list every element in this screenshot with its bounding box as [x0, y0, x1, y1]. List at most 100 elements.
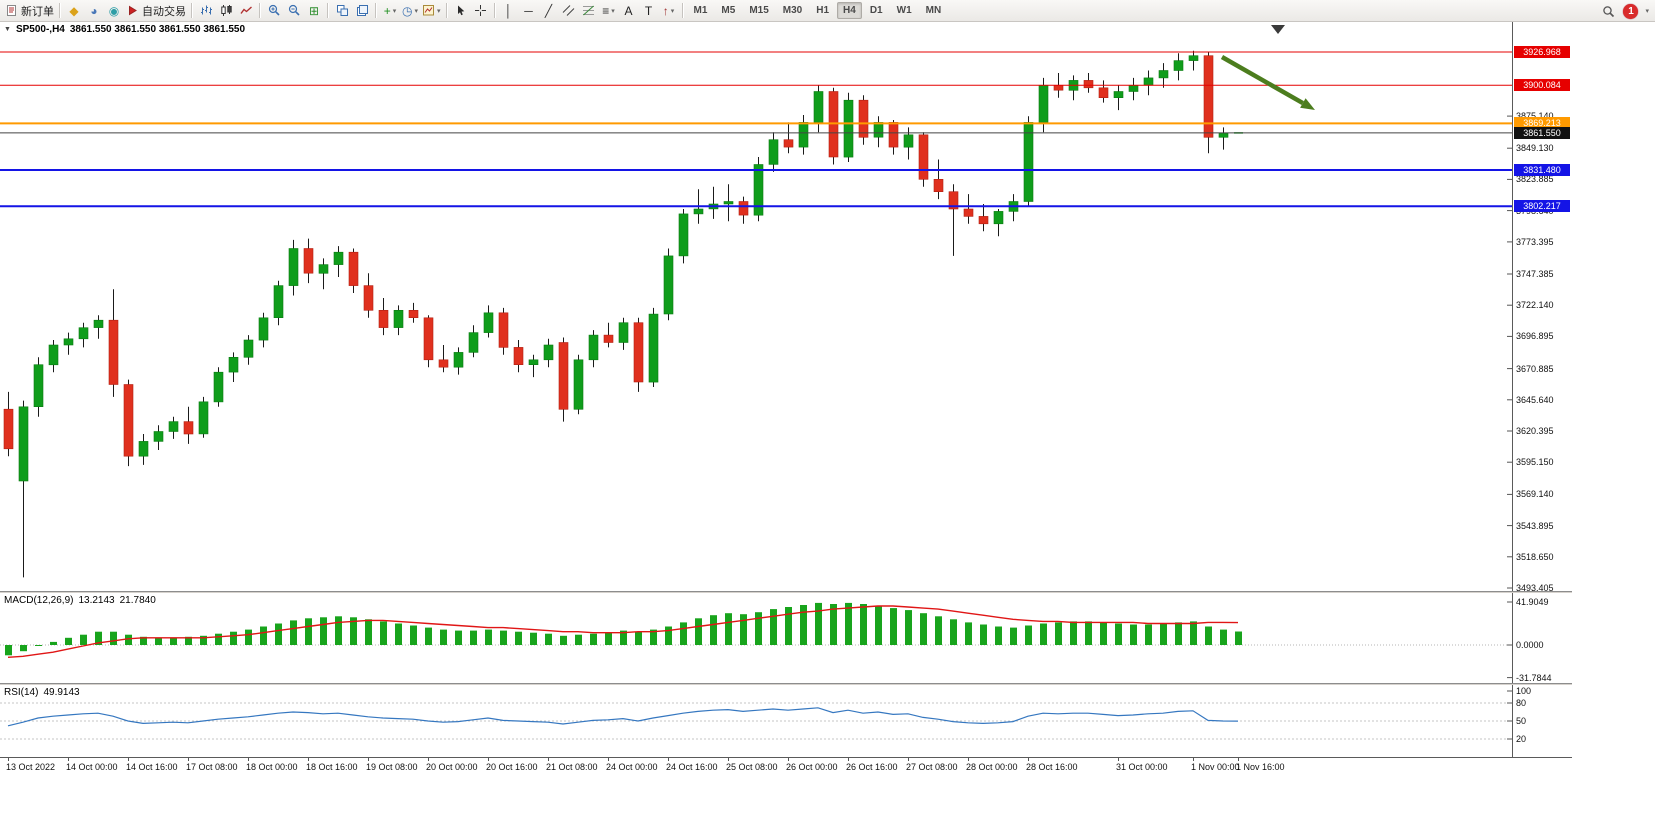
crosshair-icon[interactable]	[471, 1, 491, 21]
time-axis-label: 18 Oct 16:00	[306, 762, 358, 772]
bull-candle	[723, 201, 734, 205]
timeframe-h1-button[interactable]: H1	[816, 5, 830, 16]
zoom-out-icon[interactable]	[284, 1, 304, 21]
price-chart-canvas[interactable]	[0, 22, 1512, 591]
main-chart-panel[interactable]: ▼ SP500-,H4 3861.550 3861.550 3861.550 3…	[0, 22, 1512, 591]
search-icon[interactable]	[1598, 1, 1618, 21]
new-chart-button[interactable]: + ▾	[380, 1, 400, 21]
macd-histogram-bar	[140, 636, 147, 645]
macd-histogram-bar	[830, 604, 837, 645]
fibonacci-icon[interactable]	[579, 1, 599, 21]
periods-button-glyph: ◷	[402, 3, 413, 18]
rsi-axis[interactable]: 100 80 50 20	[1513, 685, 1572, 757]
arrange-windows-icon-glyph	[336, 5, 348, 16]
rsi-tick-label: 100	[1516, 686, 1532, 696]
line-chart-icon-glyph	[239, 6, 252, 14]
toolbar-separator	[445, 3, 448, 18]
text-icon[interactable]: A	[619, 1, 639, 21]
notifications-caret-icon[interactable]: ▾	[1645, 8, 1649, 15]
bull-candle	[993, 211, 1004, 225]
price-axis[interactable]: 3875.1403849.1303823.8853798.6403773.395…	[1513, 22, 1572, 593]
macd-histogram-bar	[1220, 629, 1227, 645]
macd-canvas[interactable]	[0, 593, 1512, 683]
bull-candle	[588, 334, 599, 361]
bear-candle	[1203, 55, 1214, 138]
text-label-icon[interactable]: T	[639, 1, 659, 21]
dropdown-caret-icon: ▾	[611, 7, 615, 15]
vertical-line-icon[interactable]: │	[499, 1, 519, 21]
macd-histogram-bar	[560, 635, 567, 645]
rsi-canvas[interactable]	[0, 685, 1512, 757]
line-chart-icon[interactable]	[236, 1, 256, 21]
macd-histogram-bar	[365, 619, 372, 645]
trendline-icon[interactable]: ╱	[539, 1, 559, 21]
rsi-panel-divider[interactable]	[0, 683, 1572, 685]
templates-button[interactable]: ▾	[420, 1, 443, 21]
candlestick-chart-icon[interactable]	[216, 1, 236, 21]
arrange-windows-icon[interactable]	[332, 1, 352, 21]
timeframe-m1-button[interactable]: M1	[693, 5, 708, 16]
macd-histogram-bar	[755, 612, 762, 645]
chart-shift-marker[interactable]	[1271, 25, 1285, 34]
dropdown-caret-icon: ▾	[392, 7, 397, 15]
bear-candle	[423, 317, 434, 361]
toolbar-separator	[681, 3, 684, 18]
timeframe-w1-button[interactable]: W1	[896, 5, 912, 16]
macd-panel[interactable]: MACD(12,26,9) 13.2143 21.7840	[0, 593, 1512, 683]
macd-histogram-bar	[395, 623, 402, 645]
macd-panel-divider[interactable]	[0, 591, 1572, 593]
price-tick-label: 3823.885	[1516, 174, 1554, 184]
arrows-icon[interactable]: ↑ ▾	[659, 1, 679, 21]
bear-candle	[303, 248, 314, 274]
macd-histogram-bar	[1130, 624, 1137, 645]
macd-histogram-bar	[350, 617, 357, 645]
timeframe-mn-button[interactable]: MN	[925, 5, 942, 16]
bar-chart-icon[interactable]	[196, 1, 216, 21]
macd-histogram-bar	[890, 608, 897, 645]
cascade-windows-icon[interactable]	[352, 1, 372, 21]
macd-histogram-bar	[245, 629, 252, 645]
channel-icon[interactable]	[559, 1, 579, 21]
bull-candle	[333, 251, 344, 265]
time-axis-tick	[1028, 758, 1029, 761]
data-window-icon[interactable]: ◉	[104, 1, 124, 21]
metaeditor-icon[interactable]: ◆	[64, 1, 84, 21]
macd-histogram-bar	[80, 634, 87, 645]
time-axis[interactable]: 13 Oct 2022 14 Oct 00:00 14 Oct 16:00 17 Oc…	[0, 757, 1572, 775]
bull-candle	[273, 285, 284, 319]
macd-histogram-bar	[95, 631, 102, 645]
new-order-button[interactable]: 新订单	[3, 1, 56, 21]
cursor-icon[interactable]	[451, 1, 471, 21]
timeframe-d1-button[interactable]: D1	[869, 5, 883, 16]
shapes-list-icon[interactable]: ≡ ▾	[599, 1, 619, 21]
market-watch-icon[interactable]: ◕	[84, 1, 104, 21]
timeframe-m15-button[interactable]: M15	[749, 5, 769, 16]
timeframe-m30-button[interactable]: M30	[782, 5, 803, 16]
time-axis-label: 27 Oct 08:00	[906, 762, 958, 772]
tile-windows-icon-glyph: ⊞	[308, 3, 320, 18]
zoom-in-icon[interactable]	[264, 1, 284, 21]
rsi-tick-label: 80	[1516, 698, 1527, 708]
bear-candle	[183, 421, 194, 435]
macd-histogram-bar	[695, 618, 702, 645]
time-axis-label: 19 Oct 08:00	[366, 762, 418, 772]
trend-arrow-line[interactable]	[1220, 55, 1304, 106]
timeframe-m5-button[interactable]: M5	[721, 5, 736, 16]
timeframe-h4-button[interactable]: H4	[837, 2, 862, 19]
rsi-panel[interactable]: RSI(14) 49.9143	[0, 685, 1512, 757]
macd-histogram-bar	[800, 605, 807, 645]
tile-windows-icon[interactable]: ⊞	[304, 1, 324, 21]
macd-histogram-bar	[1175, 622, 1182, 645]
macd-axis[interactable]: 41.9049 0.0000 -31.7844	[1513, 593, 1572, 683]
notifications-badge[interactable]: 1	[1623, 3, 1639, 19]
bull-candle	[1038, 84, 1049, 123]
price-tick-label: 3543.895	[1516, 521, 1554, 531]
bear-candle	[408, 309, 419, 318]
bull-candle	[393, 309, 404, 328]
bull-candle	[33, 364, 44, 408]
periods-button[interactable]: ◷ ▾	[400, 1, 420, 21]
macd-histogram-bar	[5, 645, 12, 656]
macd-histogram-bar	[335, 616, 342, 645]
horizontal-line-icon[interactable]: ─	[519, 1, 539, 21]
autotrade-button[interactable]: 自动交易	[124, 1, 188, 21]
